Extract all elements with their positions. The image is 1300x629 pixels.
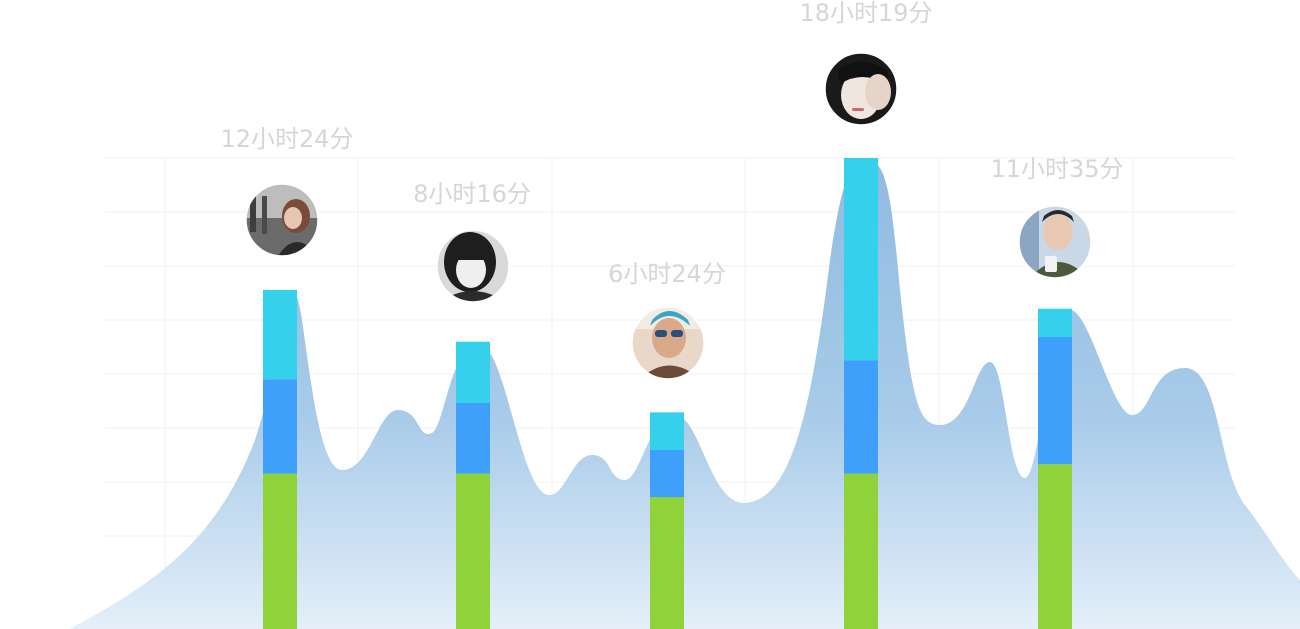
bar-1-middle-segment	[263, 379, 297, 474]
bar-3-middle-segment	[650, 450, 684, 498]
stacked-bars	[263, 158, 1072, 629]
time-label-3: 6小时24分	[608, 260, 726, 288]
time-label-1: 12小时24分	[220, 125, 353, 153]
person-4-avatar[interactable]	[824, 52, 898, 126]
bar-2-top-segment	[456, 341, 490, 403]
person-3-avatar[interactable]	[631, 306, 705, 380]
person-2-avatar[interactable]	[436, 229, 510, 303]
bar-3-top-segment	[650, 412, 684, 451]
bar-2-middle-segment	[456, 402, 490, 474]
bar-1-bottom-segment	[263, 473, 297, 629]
bar-5-middle-segment	[1038, 336, 1072, 465]
bar-1-top-segment	[263, 289, 297, 380]
time-label-2: 8小时16分	[413, 180, 531, 208]
activity-area	[70, 160, 1300, 629]
bar-4-bottom-segment	[844, 473, 878, 629]
bar-3-bottom-segment	[650, 497, 684, 629]
person-5-avatar[interactable]	[1018, 205, 1092, 279]
bar-4-top-segment	[844, 158, 878, 361]
bar-5-top-segment	[1038, 308, 1072, 337]
time-label-5: 11小时35分	[990, 155, 1123, 183]
person-1-avatar[interactable]	[245, 183, 319, 257]
bar-4-middle-segment	[844, 360, 878, 474]
bar-5-bottom-segment	[1038, 464, 1072, 629]
bar-2-bottom-segment	[456, 473, 490, 629]
time-label-4: 18小时19分	[799, 0, 932, 27]
